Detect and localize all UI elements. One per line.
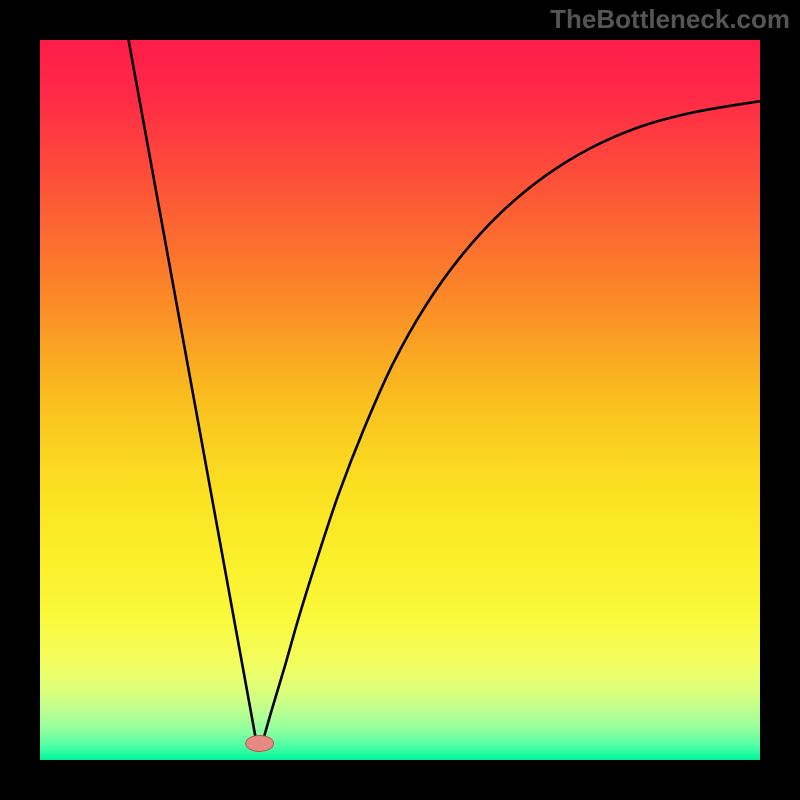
bottleneck-marker: [246, 735, 274, 751]
bottleneck-chart: [0, 0, 800, 800]
chart-container: TheBottleneck.com: [0, 0, 800, 800]
watermark-text: TheBottleneck.com: [550, 4, 790, 35]
